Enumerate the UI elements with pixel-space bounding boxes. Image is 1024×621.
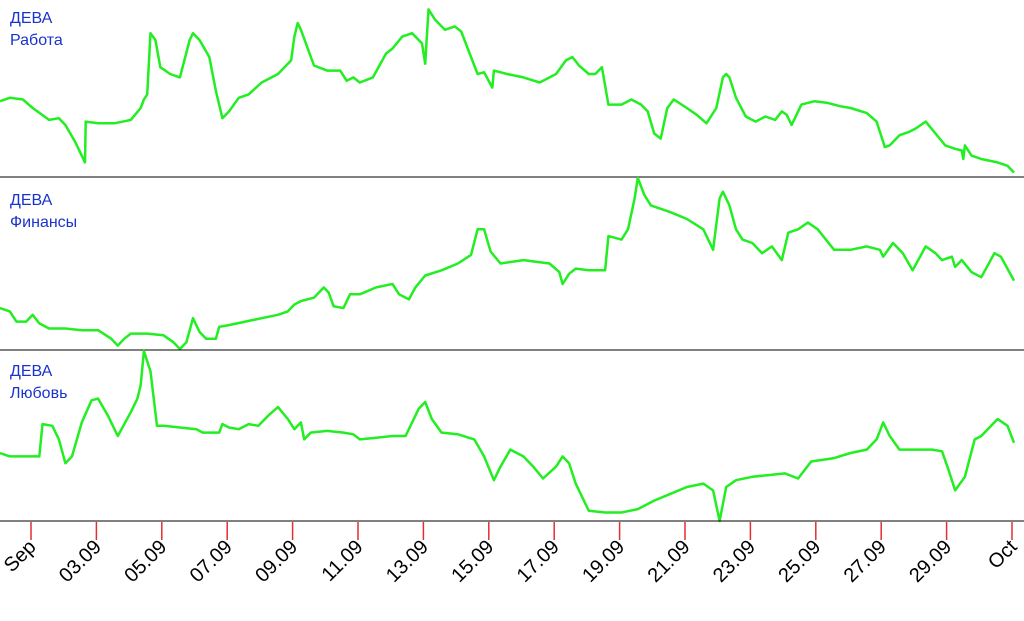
- panels-layer: [0, 8, 1024, 523]
- panel-sign-work: ДЕВА: [10, 10, 53, 27]
- x-axis: Sep 03.09 05.09 07.09 09.09 11.09 13.09 15.09 17…: [0, 522, 1022, 587]
- series-line-1: [0, 176, 1016, 351]
- x-tick-label: 15.09: [447, 536, 498, 587]
- x-tick-label: 23.09: [709, 536, 760, 587]
- x-tick-label: 21.09: [644, 536, 695, 587]
- x-tick-label: 11.09: [318, 536, 368, 586]
- x-tick-label: Oct: [984, 536, 1022, 574]
- x-tick-label: 09.09: [251, 536, 302, 587]
- panel-sign-love: ДЕВА: [10, 363, 53, 380]
- panel-sign-finance: ДЕВА: [10, 192, 53, 209]
- x-tick-label: 29.09: [905, 536, 956, 587]
- x-tick-label: 17.09: [513, 536, 564, 587]
- series-line-0: [0, 8, 1015, 174]
- panel-label-finance: ДЕВА Финансы: [10, 190, 77, 234]
- x-tick-label: 19.09: [578, 536, 629, 587]
- x-tick-label: Sep: [0, 536, 41, 577]
- panel-label-work: ДЕВА Работа: [10, 8, 63, 52]
- x-tick-label: 05.09: [120, 536, 171, 587]
- x-tick-label: 25.09: [774, 536, 825, 587]
- panel-label-love: ДЕВА Любовь: [10, 361, 67, 405]
- panel-topic-finance: Финансы: [10, 214, 78, 231]
- panel-topic-work: Работа: [10, 32, 63, 49]
- panel-topic-love: Любовь: [10, 385, 68, 402]
- x-tick-label: 27.09: [840, 536, 891, 587]
- x-tick-label: 07.09: [186, 536, 237, 587]
- x-tick-label: 13.09: [382, 536, 433, 587]
- x-tick-label: 03.09: [55, 536, 106, 587]
- series-line-2: [0, 349, 1016, 523]
